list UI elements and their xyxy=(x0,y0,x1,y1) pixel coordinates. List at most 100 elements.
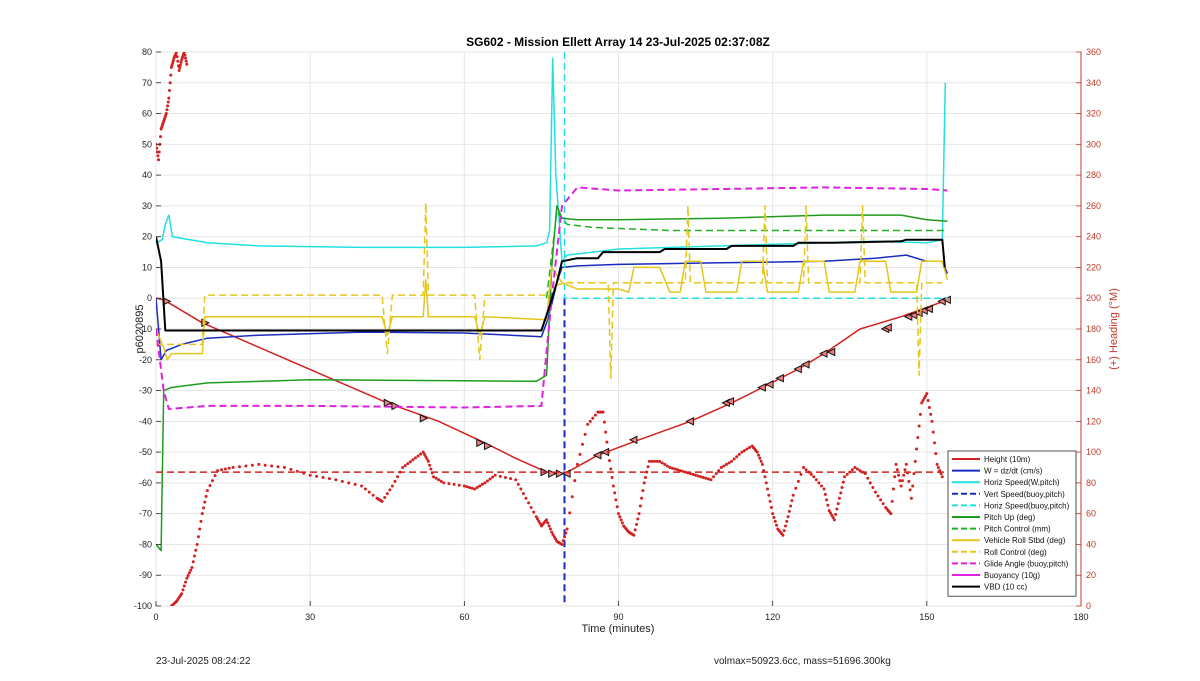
height-marker xyxy=(725,397,735,406)
heading-dot xyxy=(478,484,482,488)
y-tick-label: 20 xyxy=(142,232,152,242)
heading-dot xyxy=(340,479,344,483)
heading-dot xyxy=(757,453,761,457)
heading-dot xyxy=(921,399,925,403)
heading-dot xyxy=(917,424,921,428)
heading-dot xyxy=(190,566,194,570)
legend-label-w-dz-dt-cm-s: W = dz/dt (cm/s) xyxy=(984,467,1043,476)
heading-dot xyxy=(897,473,901,477)
heading-dot xyxy=(554,537,558,541)
heading-dot xyxy=(416,454,420,458)
heading-dot xyxy=(706,477,710,481)
heading-dot xyxy=(730,459,734,463)
heading-dot xyxy=(836,502,840,506)
heading-dot xyxy=(699,475,703,479)
heading-dot xyxy=(850,468,854,472)
heading-dot xyxy=(437,478,441,482)
heading-dot xyxy=(166,100,170,104)
heading-dot xyxy=(825,498,829,502)
heading-dot xyxy=(257,462,261,466)
height-marker xyxy=(826,347,836,357)
heading-dot xyxy=(893,475,897,479)
heading-dot xyxy=(157,158,161,162)
heading-dot xyxy=(158,135,162,139)
heading-dot xyxy=(853,466,857,469)
heading-dot xyxy=(763,475,767,479)
heading-dot xyxy=(732,457,736,461)
heading-dot xyxy=(414,456,418,460)
x-tick-label: 60 xyxy=(459,612,469,622)
legend-label-vert-speed-buoy-pitch: Vert Speed(buoy,pitch) xyxy=(984,490,1065,499)
height-marker xyxy=(383,398,393,408)
heading-dot xyxy=(610,476,614,480)
heading-dot xyxy=(911,484,915,488)
heading-dot xyxy=(918,412,922,416)
heading-dot xyxy=(768,499,772,503)
heading-dot xyxy=(583,432,587,436)
heading-dot xyxy=(900,479,904,483)
heading-dot xyxy=(748,445,752,449)
y2-tick-label: 0 xyxy=(1086,601,1091,611)
heading-dot xyxy=(546,521,550,525)
y2-tick-label: 40 xyxy=(1086,539,1096,549)
heading-dot xyxy=(367,490,371,494)
heading-dot xyxy=(439,479,443,483)
heading-dot xyxy=(548,527,552,531)
heading-dot xyxy=(202,506,206,510)
heading-dot xyxy=(823,492,827,496)
heading-dot xyxy=(480,482,484,486)
heading-dot xyxy=(401,466,405,469)
heading-dot xyxy=(922,396,926,400)
heading-dot xyxy=(537,519,541,523)
legend-label-buoyancy-10g: Buoyancy (10g) xyxy=(984,571,1040,580)
legend-label-glide-angle-buoy-pitch: Glide Angle (buoy,pitch) xyxy=(984,559,1069,568)
x-axis-label: Time (minutes) xyxy=(582,623,655,635)
heading-dot xyxy=(866,476,870,480)
y-tick-label: -70 xyxy=(139,509,152,519)
heading-dot xyxy=(388,488,392,492)
heading-dot xyxy=(724,462,728,466)
heading-dot xyxy=(636,517,640,521)
y-tick-label: -60 xyxy=(139,478,152,488)
heading-dot xyxy=(939,472,943,476)
heading-dot xyxy=(168,81,172,85)
heading-dot xyxy=(203,500,207,504)
heading-dot xyxy=(696,474,700,478)
heading-dot xyxy=(913,459,917,463)
heading-dot xyxy=(563,535,567,539)
heading-dot xyxy=(817,481,821,485)
heading-dot xyxy=(935,462,939,466)
heading-dot xyxy=(491,475,495,479)
heading-dot xyxy=(602,420,606,424)
legend-label-vbd-10-cc: VBD (10 cc) xyxy=(984,583,1027,592)
heading-dot xyxy=(244,464,248,468)
heading-dot xyxy=(767,493,771,497)
height-marker xyxy=(483,441,493,451)
heading-dot xyxy=(647,459,651,463)
heading-dot xyxy=(835,507,839,511)
heading-dot xyxy=(709,478,713,482)
heading-dot xyxy=(614,498,618,502)
heading-dot xyxy=(916,435,920,439)
heading-dot xyxy=(199,519,203,523)
heading-dot xyxy=(171,61,175,65)
heading-dot xyxy=(804,468,808,472)
y-tick-label: 60 xyxy=(142,109,152,119)
heading-dot xyxy=(503,476,507,480)
heading-dot xyxy=(527,501,531,505)
heading-dot xyxy=(434,476,438,480)
y-tick-label: 10 xyxy=(142,262,152,272)
heading-dot xyxy=(909,496,913,500)
heading-dot xyxy=(791,493,795,497)
heading-dot xyxy=(663,462,667,466)
heading-dot xyxy=(668,466,672,469)
heading-dot xyxy=(658,459,662,463)
heading-dot xyxy=(186,574,190,578)
height-marker xyxy=(924,304,933,314)
y-tick-label: -80 xyxy=(139,539,152,549)
heading-dot xyxy=(604,430,608,434)
heading-dot xyxy=(428,463,432,467)
heading-dot xyxy=(184,59,188,63)
heading-dot xyxy=(665,464,669,468)
heading-dot xyxy=(429,467,433,471)
